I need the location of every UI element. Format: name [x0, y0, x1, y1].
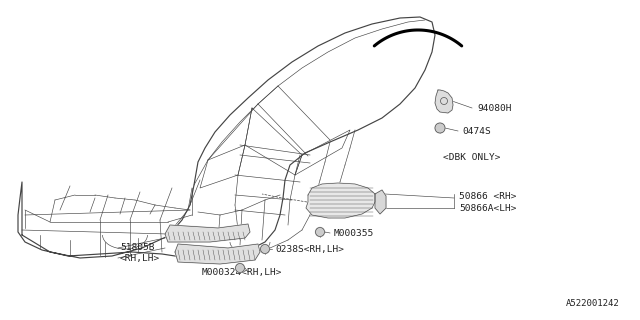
Polygon shape: [165, 224, 250, 242]
Circle shape: [260, 244, 269, 253]
Text: <DBK ONLY>: <DBK ONLY>: [443, 153, 500, 162]
Text: 51805B: 51805B: [120, 243, 154, 252]
Text: 0238S<RH,LH>: 0238S<RH,LH>: [275, 244, 344, 253]
Text: 94080H: 94080H: [477, 103, 511, 113]
Polygon shape: [175, 244, 260, 264]
Circle shape: [316, 228, 324, 236]
Text: 50866 <RH>: 50866 <RH>: [459, 191, 516, 201]
Circle shape: [236, 263, 244, 273]
Text: M000355: M000355: [334, 228, 374, 237]
Polygon shape: [435, 90, 453, 113]
Text: <RH,LH>: <RH,LH>: [120, 254, 160, 263]
Polygon shape: [306, 183, 375, 218]
Text: A522001242: A522001242: [566, 299, 620, 308]
Text: 0474S: 0474S: [462, 126, 491, 135]
Text: M000324<RH,LH>: M000324<RH,LH>: [202, 268, 282, 276]
Text: 50866A<LH>: 50866A<LH>: [459, 204, 516, 212]
Circle shape: [435, 123, 445, 133]
Polygon shape: [375, 190, 386, 214]
